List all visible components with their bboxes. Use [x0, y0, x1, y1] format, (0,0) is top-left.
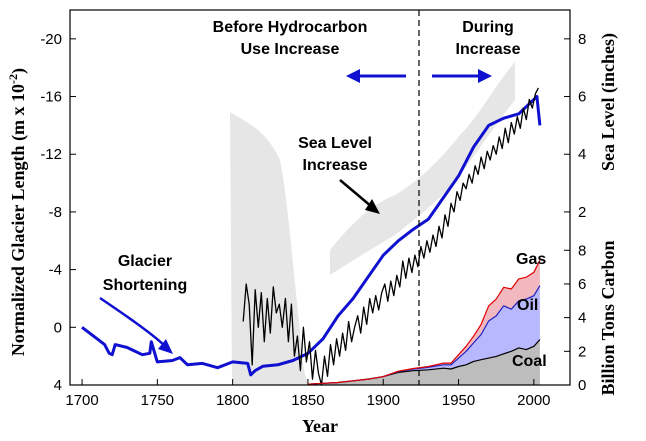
right-top-tick-label: 8 [578, 31, 586, 48]
glacier-label-line2: Shortening [103, 277, 187, 294]
right-bottom-axis-title: Billion Tons Carbon [598, 240, 618, 395]
during-arrow [432, 69, 492, 83]
series-gas [307, 260, 541, 385]
oil-area [308, 285, 540, 385]
sea-level-label-line1: Sea Level [298, 135, 372, 152]
series-glacier-shortening [81, 95, 542, 377]
x-tick-label: 1950 [442, 392, 475, 409]
left-tick-label: -8 [49, 204, 62, 221]
x-tick-label: 2000 [517, 392, 550, 409]
right-bottom-axis-ticks: 0 2 4 6 8 [564, 242, 586, 394]
x-tick-label: 1800 [216, 392, 249, 409]
left-tick-label: -16 [40, 89, 62, 106]
left-tick-label: -12 [40, 146, 62, 163]
right-bottom-tick-label: 2 [578, 343, 586, 360]
x-tick-label: 1850 [291, 392, 324, 409]
gas-label: Gas [516, 251, 546, 268]
right-top-axis-ticks: 2 4 6 8 [564, 31, 586, 221]
x-tick-label: 1750 [141, 392, 174, 409]
glacier-label-line1: Glacier [118, 253, 172, 270]
left-tick-label: -20 [40, 31, 62, 48]
plot-frame [69, 9, 571, 386]
right-bottom-tick-label: 4 [578, 310, 586, 327]
sea-level-arrow [339, 179, 380, 214]
during-label-line2: Increase [456, 41, 521, 58]
before-arrow [346, 69, 406, 83]
before-label-line2: Use Increase [241, 41, 340, 58]
sea-level-label-line2: Increase [303, 157, 368, 174]
glacier-arrow [99, 296, 173, 354]
right-top-tick-label: 2 [578, 204, 586, 221]
carbon-emissions-group [308, 260, 540, 385]
oil-label: Oil [517, 297, 538, 314]
x-axis-title: Year [302, 416, 338, 436]
coal-label: Coal [512, 353, 547, 370]
left-tick-label: -4 [49, 262, 62, 279]
right-bottom-tick-label: 8 [578, 242, 586, 259]
left-axis-ticks: 4 0 -4 -8 -12 -16 -20 [40, 31, 76, 394]
series-sea-level [242, 87, 539, 386]
before-label-line1: Before Hydrocarbon [213, 19, 368, 36]
series-group [81, 87, 542, 386]
coal-area [308, 339, 540, 385]
left-tick-label: 4 [54, 377, 62, 394]
x-tick-label: 1900 [367, 392, 400, 409]
during-label-line1: During [462, 19, 514, 36]
x-axis-ticks: 1700 1750 1800 1850 1900 1950 2000 [65, 379, 551, 409]
right-top-axis-title: Sea Level (inches) [598, 33, 619, 171]
right-bottom-tick-label: 6 [578, 276, 586, 293]
right-top-tick-label: 4 [578, 146, 586, 163]
x-tick-label: 1700 [65, 392, 98, 409]
left-axis-title: Normalized Glacier Length (m x 10-2) [6, 68, 29, 356]
sea-level-uncertainty-band [330, 62, 515, 275]
right-top-tick-label: 6 [578, 89, 586, 106]
right-bottom-tick-label: 0 [578, 377, 586, 394]
left-tick-label: 0 [54, 319, 62, 336]
